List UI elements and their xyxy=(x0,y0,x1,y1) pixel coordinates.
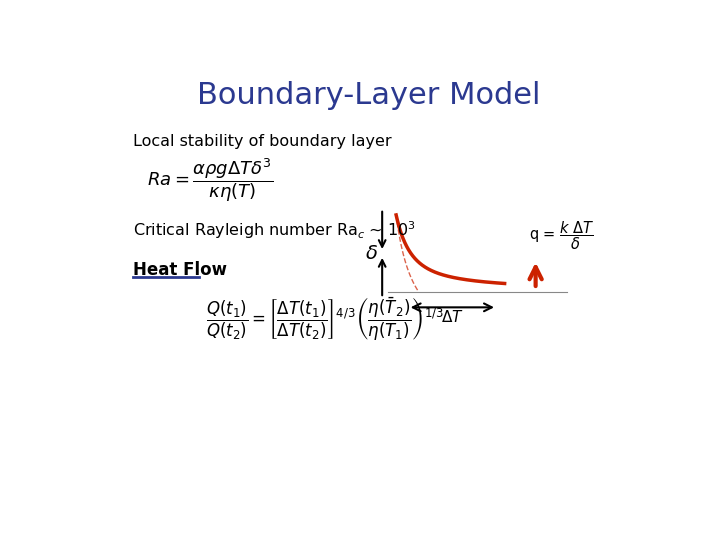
Text: Heat Flow: Heat Flow xyxy=(132,261,227,279)
Text: $Ra = \dfrac{\alpha\rho g\Delta T\delta^3}{\kappa\eta(T)}$: $Ra = \dfrac{\alpha\rho g\Delta T\delta^… xyxy=(147,157,274,204)
Text: $\delta$: $\delta$ xyxy=(365,244,378,263)
Text: $\dfrac{Q(t_1)}{Q(t_2)} = \left[\dfrac{\Delta T(t_1)}{\Delta T(t_2)}\right]^{4/3: $\dfrac{Q(t_1)}{Q(t_2)} = \left[\dfrac{\… xyxy=(206,295,444,343)
Text: Local stability of boundary layer: Local stability of boundary layer xyxy=(132,134,391,149)
Text: Critical Rayleigh number Ra$_c$ ~ 10$^3$: Critical Rayleigh number Ra$_c$ ~ 10$^3$ xyxy=(132,219,415,241)
Text: Boundary-Layer Model: Boundary-Layer Model xyxy=(197,81,541,110)
Text: $\Delta T$: $\Delta T$ xyxy=(441,309,464,325)
Text: q = $\dfrac{k\;\Delta T}{\delta}$: q = $\dfrac{k\;\Delta T}{\delta}$ xyxy=(529,219,595,252)
